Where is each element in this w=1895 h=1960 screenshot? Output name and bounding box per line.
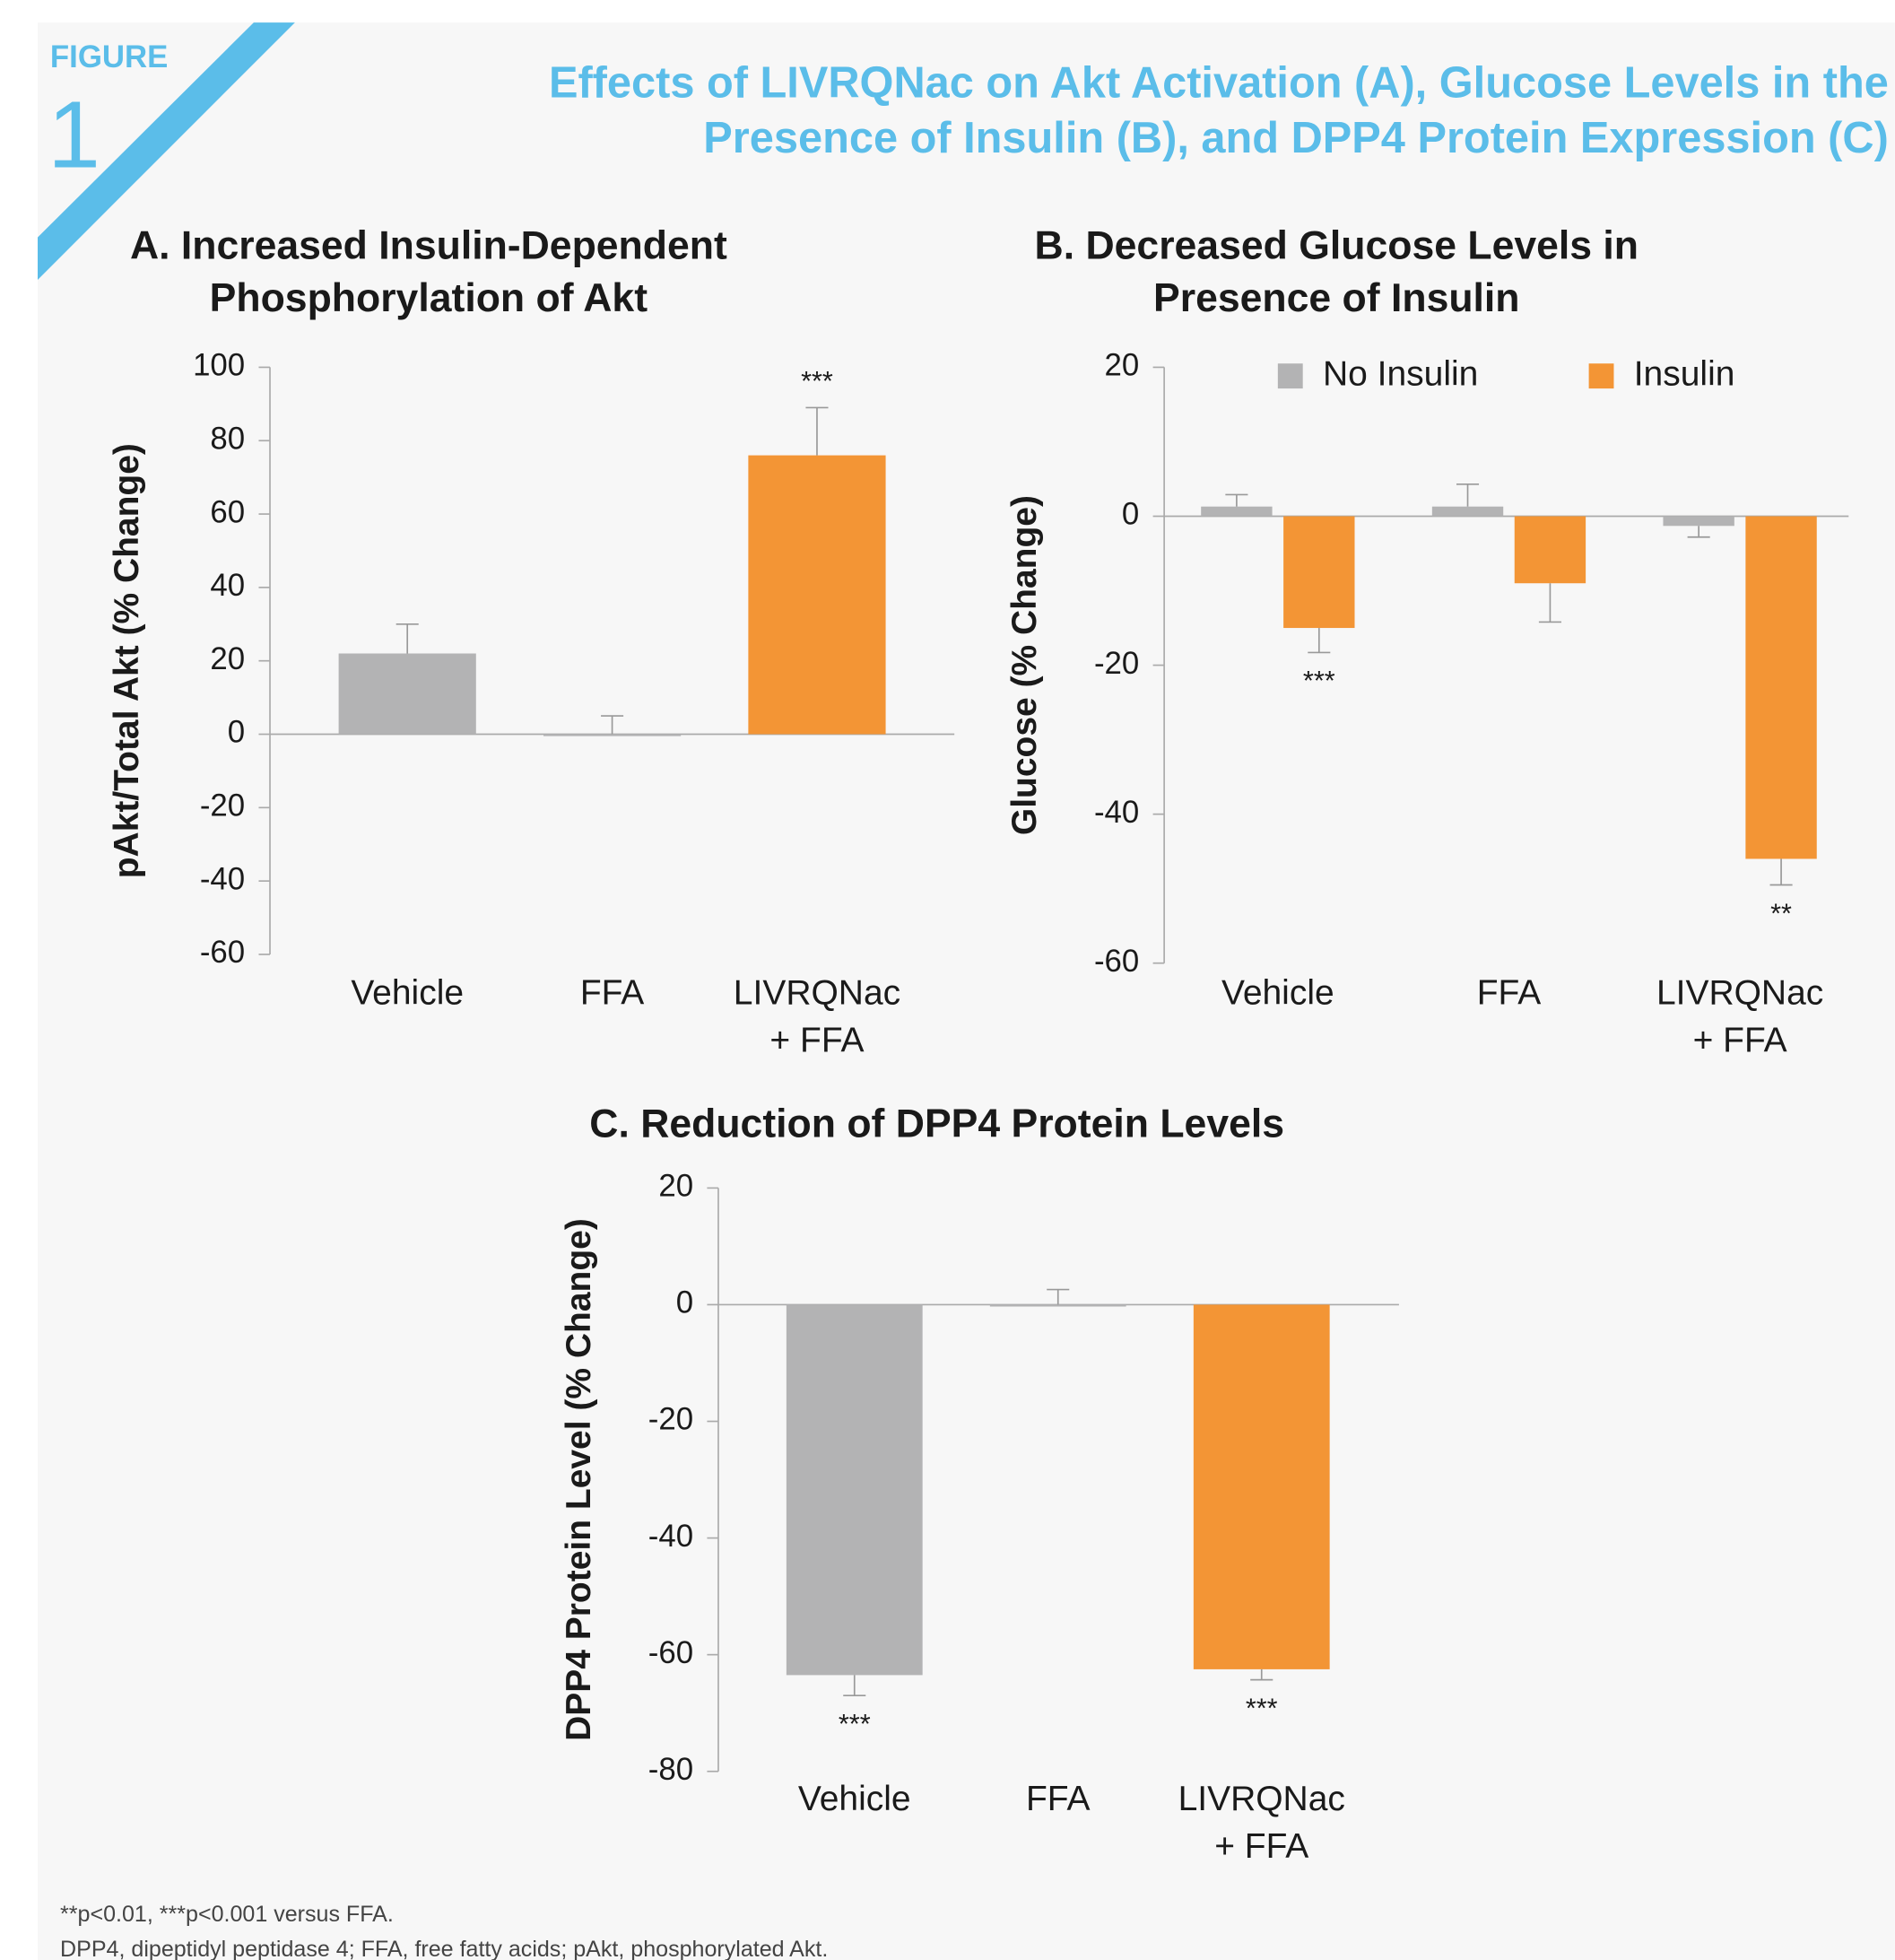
x-tick-label: FFA bbox=[1477, 974, 1541, 1013]
x-tick-label: FFA bbox=[1026, 1780, 1090, 1818]
bar bbox=[338, 653, 476, 735]
bar bbox=[543, 734, 682, 736]
y-tick-label: 20 bbox=[658, 1169, 693, 1204]
x-tick-label: Vehicle bbox=[798, 1780, 911, 1818]
y-tick-label: -60 bbox=[648, 1635, 693, 1670]
footnote: DPP4, dipeptidyl peptidase 4; FFA, free … bbox=[60, 1937, 828, 1960]
significance-label: *** bbox=[801, 366, 833, 396]
significance-label: *** bbox=[1246, 1693, 1278, 1723]
y-tick-label: -20 bbox=[1094, 646, 1139, 681]
legend-label: Insulin bbox=[1634, 354, 1735, 393]
legend-swatch bbox=[1588, 363, 1614, 389]
y-tick-label: -20 bbox=[648, 1402, 693, 1437]
x-tick-label: FFA bbox=[580, 974, 644, 1013]
x-tick-label: LIVRQNac + FFA bbox=[734, 974, 900, 1060]
y-tick-label: 60 bbox=[210, 494, 245, 529]
y-tick-label: 40 bbox=[210, 568, 245, 603]
corner-stripe bbox=[37, 22, 295, 280]
footnote: **p<0.01, ***p<0.001 versus FFA. bbox=[60, 1902, 394, 1927]
y-tick-label: -40 bbox=[200, 861, 245, 896]
y-tick-label: -60 bbox=[200, 935, 245, 970]
bar bbox=[989, 1304, 1126, 1307]
panel-background bbox=[37, 22, 1895, 1960]
figure-number: 1 bbox=[48, 83, 100, 188]
bar bbox=[1201, 506, 1273, 517]
chart-title: C. Reduction of DPP4 Protein Levels bbox=[589, 1102, 1284, 1146]
y-tick-label: 100 bbox=[193, 348, 245, 383]
y-tick-label: -40 bbox=[1094, 795, 1139, 830]
y-axis-label: Glucose (% Change) bbox=[1005, 495, 1044, 835]
significance-label: ** bbox=[1770, 898, 1792, 928]
chart-title: B. Decreased Glucose Levels in Presence o… bbox=[1035, 223, 1639, 319]
y-tick-label: 20 bbox=[1105, 348, 1140, 383]
legend-label: No Insulin bbox=[1323, 354, 1478, 393]
y-tick-label: 0 bbox=[1122, 497, 1139, 532]
bar bbox=[1283, 516, 1355, 629]
chart-title: A. Increased Insulin-Dependent Phosphoryl… bbox=[130, 223, 727, 319]
y-axis-label: DPP4 Protein Level (% Change) bbox=[560, 1218, 598, 1741]
x-tick-label: Vehicle bbox=[1221, 974, 1334, 1013]
bar bbox=[786, 1304, 923, 1676]
bar bbox=[1663, 516, 1734, 527]
bar bbox=[1193, 1304, 1330, 1669]
x-tick-label: Vehicle bbox=[351, 974, 464, 1013]
x-tick-label: LIVRQNac + FFA bbox=[1656, 974, 1823, 1060]
bar bbox=[1431, 506, 1504, 517]
significance-label: *** bbox=[1303, 666, 1335, 696]
x-tick-label: LIVRQNac + FFA bbox=[1178, 1780, 1345, 1866]
figure-label: FIGURE bbox=[50, 39, 168, 74]
figure-title: Effects of LIVRQNac on Akt Activation (A… bbox=[549, 59, 1889, 162]
y-tick-label: -20 bbox=[200, 788, 245, 823]
y-axis-label: pAkt/Total Akt (% Change) bbox=[108, 443, 146, 878]
y-tick-label: 80 bbox=[210, 421, 245, 456]
y-tick-label: 0 bbox=[228, 715, 245, 750]
bar bbox=[1514, 516, 1586, 584]
y-tick-label: -60 bbox=[1094, 944, 1139, 979]
bar bbox=[1745, 516, 1817, 859]
y-tick-label: 20 bbox=[210, 641, 245, 676]
y-tick-label: 0 bbox=[676, 1285, 693, 1320]
bar bbox=[748, 455, 886, 735]
legend-swatch bbox=[1277, 363, 1303, 389]
y-tick-label: -80 bbox=[648, 1752, 693, 1787]
y-tick-label: -40 bbox=[648, 1519, 693, 1554]
significance-label: *** bbox=[839, 1709, 871, 1739]
